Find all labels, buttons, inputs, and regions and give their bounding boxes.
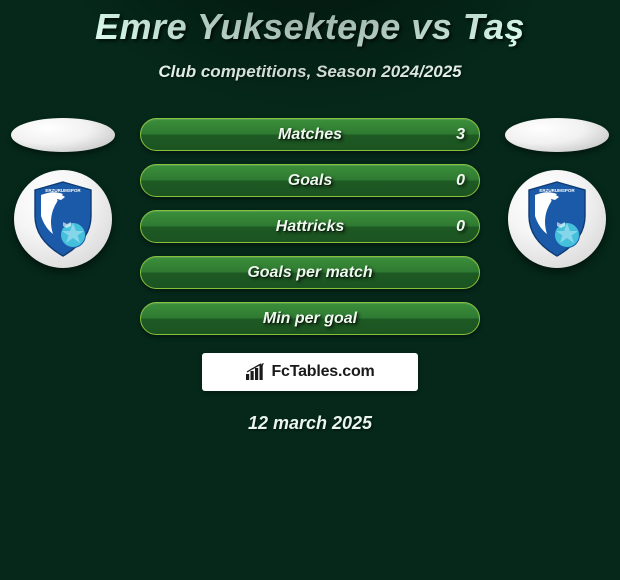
comparison-date: 12 march 2025 <box>0 413 620 434</box>
player-left-column: ERZURUMSPOR <box>8 118 118 268</box>
stat-label: Matches <box>278 126 342 144</box>
attribution-badge: FcTables.com <box>202 353 418 391</box>
stat-label: Min per goal <box>263 310 357 328</box>
club-crest-icon: ERZURUMSPOR <box>523 180 591 258</box>
player-right-club-badge: ERZURUMSPOR <box>508 170 606 268</box>
comparison-subtitle: Club competitions, Season 2024/2025 <box>0 62 620 82</box>
stat-right-value: 0 <box>456 172 465 190</box>
stat-row-goals-per-match: Goals per match <box>140 256 480 289</box>
stat-row-matches: Matches 3 <box>140 118 480 151</box>
stat-label: Goals per match <box>247 264 372 282</box>
bar-chart-icon <box>245 363 267 381</box>
player-left-avatar-placeholder <box>11 118 115 152</box>
comparison-title: Emre Yuksektepe vs Taş <box>0 0 620 48</box>
player-left-club-badge: ERZURUMSPOR <box>14 170 112 268</box>
stat-right-value: 3 <box>456 126 465 144</box>
svg-text:ERZURUMSPOR: ERZURUMSPOR <box>45 188 81 193</box>
player-right-avatar-placeholder <box>505 118 609 152</box>
stat-row-hattricks: Hattricks 0 <box>140 210 480 243</box>
svg-text:ERZURUMSPOR: ERZURUMSPOR <box>539 188 575 193</box>
player-right-column: ERZURUMSPOR <box>502 118 612 268</box>
stat-row-min-per-goal: Min per goal <box>140 302 480 335</box>
stat-right-value: 0 <box>456 218 465 236</box>
attribution-text: FcTables.com <box>271 363 374 381</box>
stat-label: Hattricks <box>276 218 344 236</box>
club-crest-icon: ERZURUMSPOR <box>29 180 97 258</box>
stats-area: ERZURUMSPOR ERZURUMSPOR Matches 3 <box>0 118 620 434</box>
stat-label: Goals <box>288 172 332 190</box>
stat-row-goals: Goals 0 <box>140 164 480 197</box>
stat-rows: Matches 3 Goals 0 Hattricks 0 Goals per … <box>140 118 480 335</box>
